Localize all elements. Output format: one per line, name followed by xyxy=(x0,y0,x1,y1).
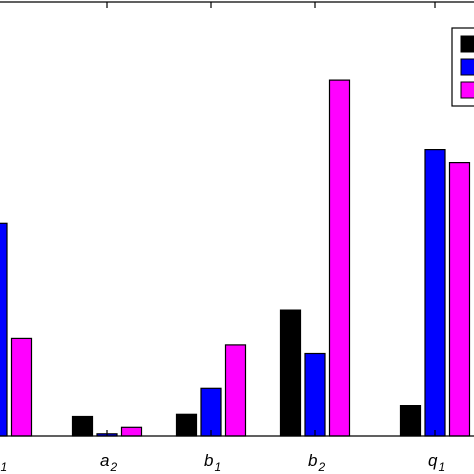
axes-layer xyxy=(0,1,474,437)
legend-swatch-series3 xyxy=(460,81,474,99)
legend-swatch-series1 xyxy=(460,35,474,53)
bar-series3-b1 xyxy=(224,344,247,437)
bar-series2-b2 xyxy=(304,352,326,437)
x-tick-label: a2 xyxy=(100,451,117,474)
bar-series2-a1 xyxy=(0,222,8,437)
ticks-layer xyxy=(106,2,436,436)
x-tick-label: b2 xyxy=(308,451,325,474)
bar-series1-a2 xyxy=(71,415,94,437)
bar-series1-q1 xyxy=(399,405,422,437)
bars-layer xyxy=(0,79,471,437)
x-tick-label: b1 xyxy=(204,451,221,474)
bar-series3-b2 xyxy=(328,79,351,437)
legend-swatch-series2 xyxy=(460,58,474,76)
legend xyxy=(451,27,474,107)
bar-series3-a1 xyxy=(10,337,33,437)
bar-series2-b1 xyxy=(200,387,222,437)
bar-series3-q1 xyxy=(448,162,471,437)
x-tick-label: a1 xyxy=(0,451,7,474)
tick-labels-layer: a1 a2 b1 b2 q1 xyxy=(0,451,445,474)
bar-series2-q1 xyxy=(424,149,446,437)
bar-series1-b1 xyxy=(175,413,198,437)
bar-series3-a2 xyxy=(120,426,143,437)
x-tick-label: q1 xyxy=(428,451,445,474)
bar-series1-b2 xyxy=(279,309,302,437)
